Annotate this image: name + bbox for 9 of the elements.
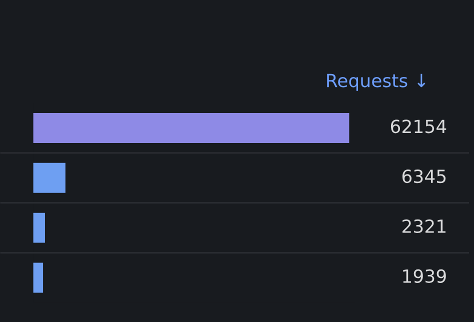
data-label: 2321	[402, 219, 446, 234]
data-label: 1939	[403, 269, 446, 283]
data-label: 6345	[402, 169, 446, 184]
bar	[33, 113, 350, 143]
bar	[33, 162, 66, 193]
data-label: 62154	[390, 120, 446, 134]
bar	[33, 262, 44, 293]
chart-title: Requests ↓	[327, 74, 426, 91]
bar	[33, 212, 45, 243]
